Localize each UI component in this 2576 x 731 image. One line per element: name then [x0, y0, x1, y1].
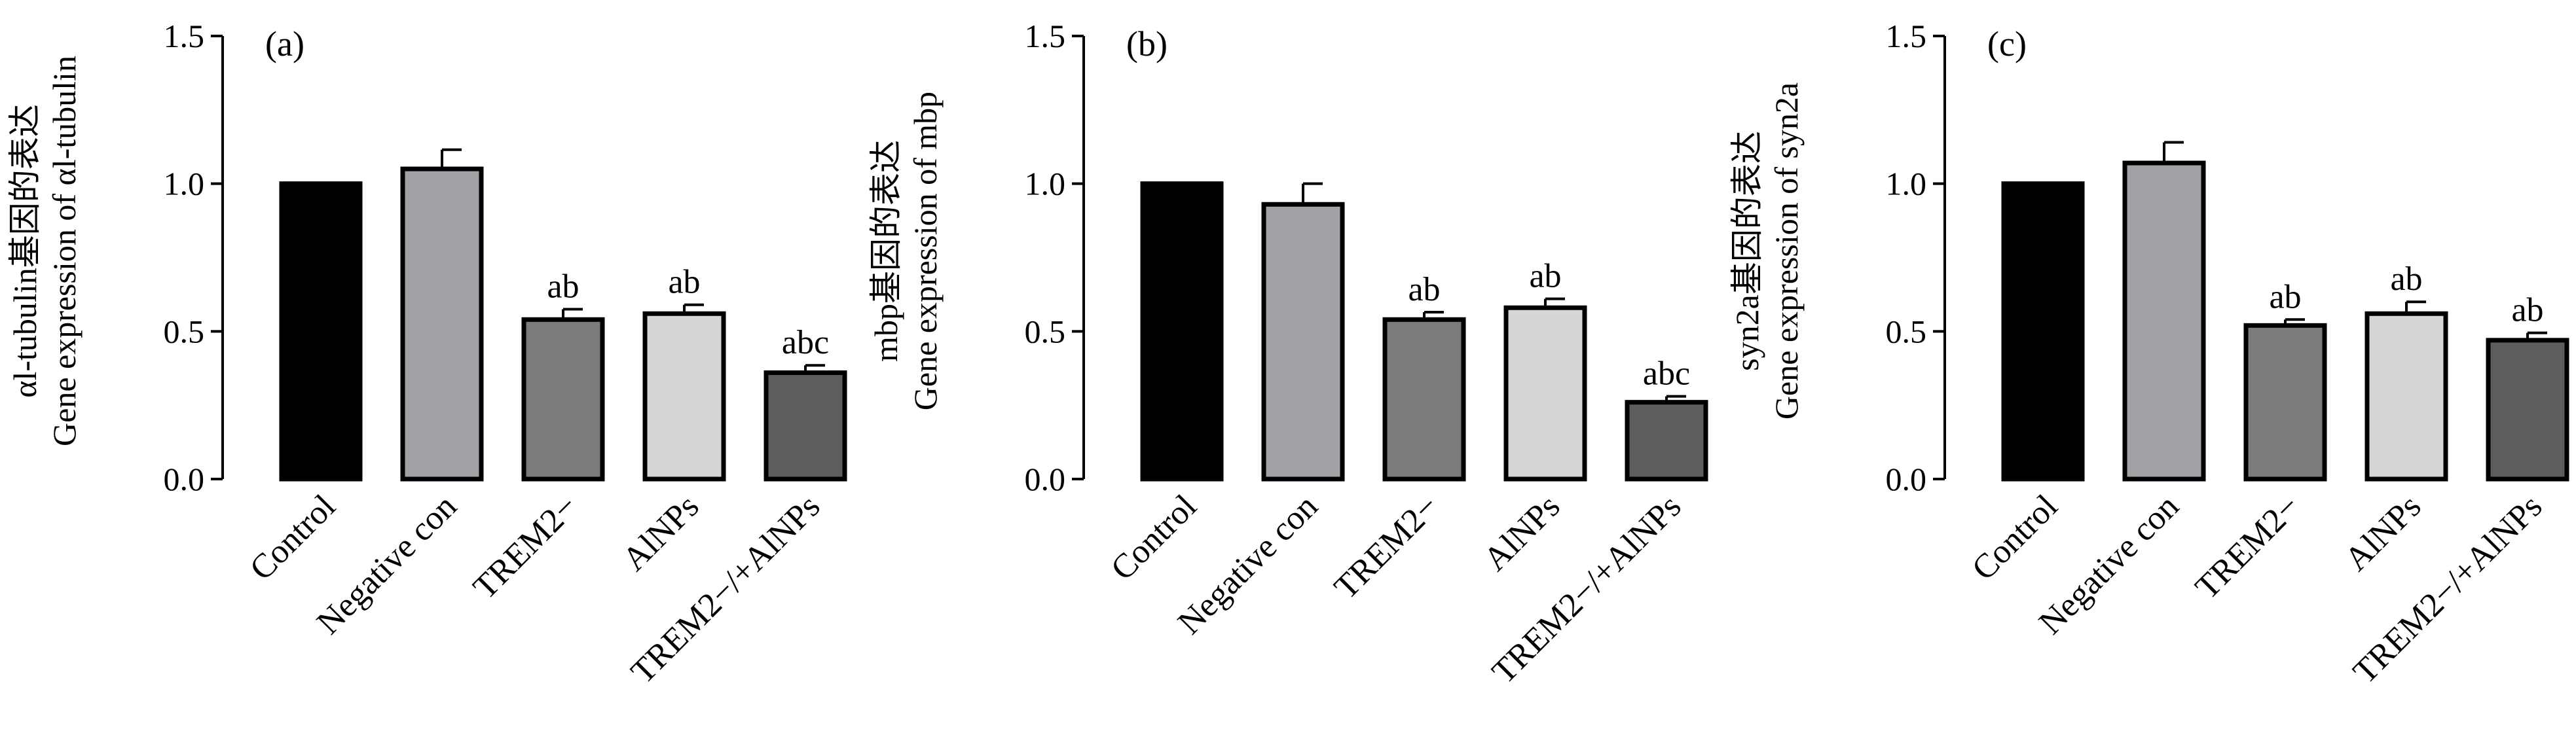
bar: [2001, 181, 2085, 482]
significance-label: ab: [2269, 278, 2301, 315]
y-tick-label: 0.0: [1025, 461, 1066, 497]
bar: [1382, 317, 1466, 482]
significance-label: ab: [2511, 292, 2543, 329]
y-tick-label: 1.5: [1886, 18, 1927, 54]
bar: [1261, 202, 1345, 482]
x-tick-label: Control: [243, 488, 343, 588]
y-tick-label: 0.0: [164, 461, 205, 497]
panel-label: (c): [1987, 24, 2027, 63]
bar: [1503, 305, 1587, 482]
chart-panel-b: 0.0 0.5 1.0 1.5 mbp基因的表达 Gene expression of m…: [868, 18, 1708, 691]
y-axis-label-cn: mbp基因的表达: [868, 140, 904, 362]
y-tick-label: 1.5: [164, 18, 205, 54]
y-axis-label-en: Gene expression of mbp: [907, 92, 944, 410]
y-tick-label: 0.5: [1886, 313, 1927, 349]
bar: [642, 311, 726, 482]
x-tick-label: TREM2−: [466, 488, 585, 607]
y-axis-label-en: Gene expression of αl-tubulin: [46, 56, 83, 446]
bar: [1140, 181, 1224, 482]
y-tick-label: 1.0: [1886, 166, 1927, 202]
bar: [279, 181, 363, 482]
x-tick-label: AlNPs: [616, 488, 706, 578]
chart-panel-a: 0.0 0.5 1.0 1.5 αl-tubulin基因的表达 Gene expressi…: [7, 18, 847, 691]
significance-label: ab: [547, 268, 579, 305]
x-tick-label: TREM2−: [2188, 488, 2308, 607]
panel-label: (a): [265, 24, 304, 63]
bar: [764, 370, 847, 482]
x-tick-label: AlNPs: [2338, 488, 2428, 578]
y-tick-label: 1.0: [164, 166, 205, 202]
x-tick-label: AlNPs: [1477, 488, 1567, 578]
y-tick-label: 1.5: [1025, 18, 1066, 54]
bar: [1625, 400, 1708, 482]
significance-label: abc: [1643, 355, 1690, 393]
significance-label: ab: [2390, 260, 2422, 298]
significance-label: ab: [668, 264, 700, 301]
y-tick-label: 0.5: [164, 313, 205, 349]
y-tick-label: 0.5: [1025, 313, 1066, 349]
y-axis-label-cn: syn2a基因的表达: [1729, 131, 1765, 371]
x-tick-label: TREM2−: [1327, 488, 1446, 607]
bar: [2486, 338, 2569, 482]
x-tick-label: Control: [1104, 488, 1204, 588]
y-tick-label: 0.0: [1886, 461, 1927, 497]
significance-label: ab: [1408, 271, 1440, 308]
significance-label: ab: [1529, 258, 1561, 295]
x-tick-label: Control: [1965, 488, 2065, 588]
bar: [521, 317, 605, 482]
bar: [2243, 323, 2327, 482]
bar: [2122, 160, 2206, 482]
panel-label: (b): [1126, 24, 1168, 63]
y-axis-label-cn: αl-tubulin基因的表达: [7, 104, 43, 397]
significance-label: abc: [782, 324, 829, 361]
bar: [2364, 311, 2448, 482]
y-tick-label: 1.0: [1025, 166, 1066, 202]
chart-panel-c: 0.0 0.5 1.0 1.5 syn2a基因的表达 Gene expression of…: [1729, 18, 2569, 691]
bar: [400, 166, 484, 482]
y-axis-label-en: Gene expression of syn2a: [1768, 82, 1805, 419]
